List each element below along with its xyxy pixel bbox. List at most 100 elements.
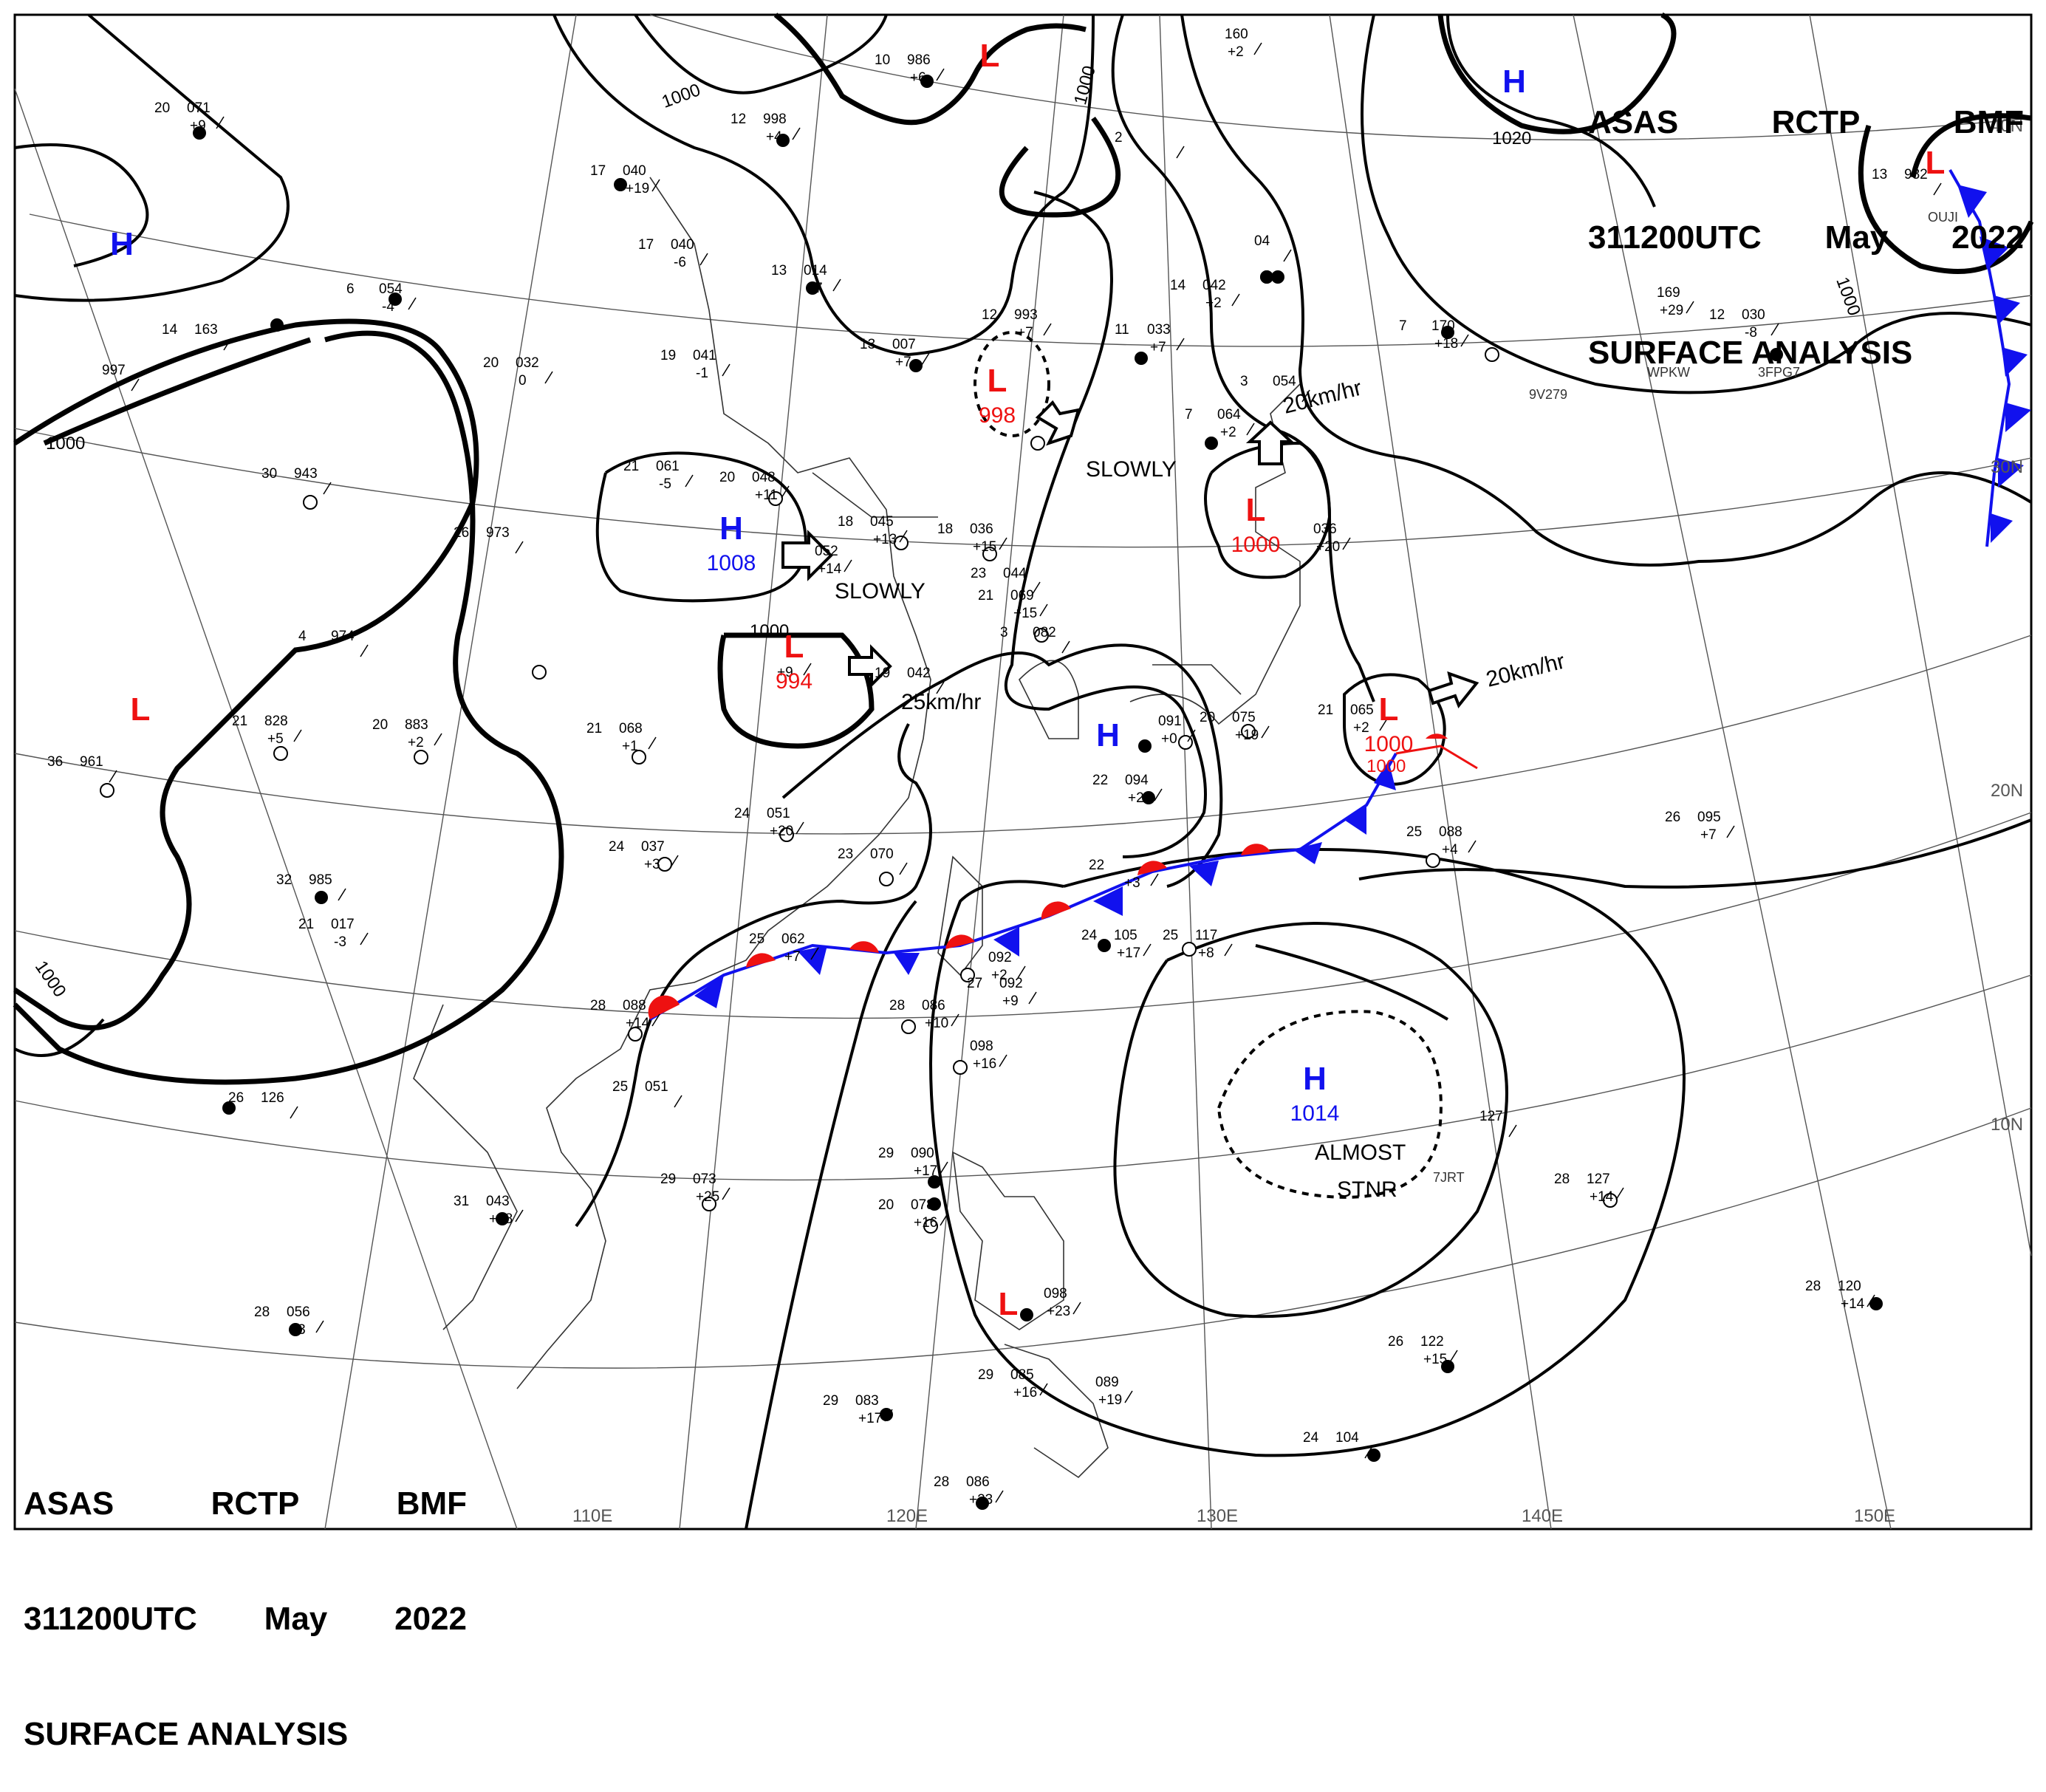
station-plot-68: 28 127 +14 — [1554, 1172, 1624, 1205]
station-tendency-2: -6 — [674, 255, 686, 270]
station-pressure-43: 073 — [693, 1172, 716, 1187]
ship-id-labels: 9V279 WPKW 3FPG7 OUJI 7JRT — [1433, 210, 1958, 1185]
station-plot-1: 17 040 +19 — [590, 163, 660, 196]
station-temp-54: 11 — [1115, 322, 1129, 338]
arrow-east-h1008 — [781, 530, 833, 581]
station-tendency-9: -1 — [696, 366, 708, 381]
station-tendency-44: +18 — [489, 1211, 513, 1227]
wind-barb-22 — [1061, 640, 1070, 654]
station-pressure-65: 088 — [1439, 824, 1462, 840]
station-tendency-27: +2 — [408, 735, 424, 750]
wind-barb-75 — [1176, 146, 1185, 159]
station-temp-16: 18 — [838, 514, 853, 530]
station-temp-15: 20 — [719, 470, 735, 485]
station-tendency-15: +11 — [755, 488, 778, 503]
wind-barb-74 — [1770, 323, 1779, 336]
station-temp-25: 19 — [875, 666, 890, 681]
wind-barb-59 — [1379, 718, 1388, 731]
station-temp-75: 2 — [1115, 130, 1123, 146]
lon-labels: 110E 120E 130E 140E 150E — [572, 1506, 1895, 1526]
station-plot-14: 21 061 -5 — [623, 459, 694, 492]
station-plot-49: 29 083 +17 — [823, 1393, 893, 1426]
station-temp-14: 21 — [623, 459, 639, 474]
wind-barb-11 — [921, 352, 930, 366]
wind-barb-13 — [323, 482, 332, 495]
station-tendency-53: +2 — [1205, 295, 1222, 311]
station-tendency-52: +23 — [969, 1492, 993, 1508]
wind-barb-15 — [781, 485, 790, 499]
station-plot-58: 20 075 +19 — [1200, 710, 1270, 743]
station-pressure-59: 065 — [1350, 702, 1374, 718]
station-pressure-17: 036 — [970, 521, 993, 537]
wind-barb-78 — [1933, 182, 1942, 196]
wind-barb-46 — [940, 1161, 948, 1174]
station-temp-29: 36 — [47, 754, 63, 770]
station-plot-11: 13 007 +7 — [860, 337, 930, 370]
header-month: May — [1824, 219, 1889, 256]
wind-barb-70 — [1449, 1350, 1458, 1363]
station-plot-74: 12 030 -8 — [1709, 307, 1779, 341]
station-pressure-55: 064 — [1217, 407, 1241, 423]
station-pressure-33: 985 — [309, 872, 332, 888]
station-temp-74: 12 — [1709, 307, 1725, 323]
wind-barb-28 — [648, 736, 657, 750]
station-tendency-21: +15 — [1013, 606, 1037, 621]
footer-station: RCTP — [211, 1485, 300, 1522]
station-plot-7: 6 054 -4 — [346, 281, 417, 315]
station-plot-56: 3 054 — [1240, 374, 1310, 403]
station-pressure-61: 094 — [1125, 773, 1149, 788]
station-pressure-21: 069 — [1010, 588, 1034, 603]
station-plot-4: 10 986 +6 — [875, 52, 945, 86]
station-temp-7: 6 — [346, 281, 355, 297]
station-pressure-67: 127 — [1479, 1109, 1503, 1124]
station-tendency-68: +14 — [1590, 1189, 1614, 1205]
pressure-center-value-5: 998 — [979, 403, 1016, 428]
station-tendency-55: +2 — [1220, 425, 1236, 440]
wind-barb-32 — [899, 862, 908, 875]
station-temp-64: 25 — [1163, 928, 1178, 943]
lat-label-20n: 20N — [1991, 781, 2023, 801]
wind-barb-71 — [1364, 1446, 1373, 1459]
station-temp-43: 29 — [660, 1172, 676, 1187]
wind-barb-6 — [131, 378, 140, 391]
wind-barb-27 — [434, 733, 442, 746]
lat-label-10n: 10N — [1991, 1115, 2023, 1135]
station-tendency-28: +1 — [622, 739, 638, 754]
station-plot-24: +9 — [777, 663, 812, 680]
station-tendency-66: +7 — [1700, 827, 1717, 843]
station-plot-66: 26 095 +7 — [1665, 810, 1735, 843]
station-plot-46: 29 090 +17 — [878, 1146, 948, 1179]
station-pressure-58: 075 — [1232, 710, 1256, 725]
station-tendency-49: +17 — [858, 1411, 882, 1426]
station-tendency-69: +14 — [1841, 1296, 1865, 1312]
pressure-center-l-3: L — [784, 629, 804, 665]
station-plot-51: 089+19 — [1095, 1375, 1133, 1408]
station-pressure-38: 092 — [999, 976, 1023, 991]
pressure-center-l-11: L — [1926, 145, 1946, 181]
station-tendency-39: +10 — [925, 1016, 948, 1031]
station-pressure-54: 033 — [1147, 322, 1171, 338]
station-plot-70: 26 122 +15 — [1388, 1334, 1458, 1367]
pressure-center-h-1: H — [1502, 64, 1526, 100]
station-tendency-47: +16 — [914, 1215, 937, 1231]
station-pressure-41: 051 — [645, 1079, 668, 1095]
station-temp-53: 14 — [1170, 278, 1186, 293]
station-plot-57: 036+20 — [1313, 521, 1351, 555]
station-pressure-3: 998 — [763, 112, 787, 127]
lon-label-140e: 140E — [1522, 1506, 1563, 1526]
station-temp-8: 13 — [771, 263, 787, 278]
wind-barb-20 — [1032, 581, 1041, 595]
station-tendency-14: -5 — [659, 476, 671, 492]
station-temp-3: 12 — [731, 112, 746, 127]
wind-barb-66 — [1726, 825, 1735, 838]
station-plot-53: 14 042 +2 — [1170, 278, 1240, 311]
station-plot-34: 21 017 -3 — [298, 917, 369, 950]
station-temp-33: 32 — [276, 872, 292, 888]
station-plot-3: 12 998 +4 — [731, 112, 801, 145]
wind-barb-77 — [1283, 249, 1292, 262]
station-pressure-36: 088 — [623, 998, 646, 1013]
arrow-se-l998 — [1035, 400, 1081, 446]
station-temp-65: 25 — [1406, 824, 1422, 840]
station-plot-40: 098+16 — [970, 1039, 1007, 1072]
station-tendency-19: +14 — [818, 561, 842, 577]
